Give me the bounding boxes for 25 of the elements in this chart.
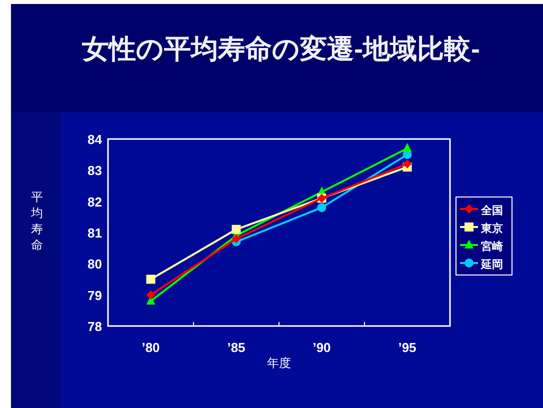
y-tick-label: 79 xyxy=(88,288,102,303)
point xyxy=(146,274,156,284)
point xyxy=(402,159,412,168)
x-tick-label: ’80 xyxy=(142,340,160,355)
y-tick-label: 78 xyxy=(88,319,102,334)
legend-label: 東京 xyxy=(480,222,503,235)
x-axis-title: 年度 xyxy=(267,356,291,370)
legend-label: 全国 xyxy=(480,204,503,217)
y-tick-label: 84 xyxy=(88,132,103,147)
point xyxy=(402,142,412,152)
legend-label: 宮崎 xyxy=(481,240,503,253)
x-tick-label: ’90 xyxy=(312,340,331,355)
point xyxy=(232,224,241,234)
y-tick-label: 83 xyxy=(88,163,102,178)
x-tick-label: ’85 xyxy=(227,340,246,355)
point xyxy=(317,203,326,212)
y-tick-label: 82 xyxy=(88,194,102,210)
point xyxy=(232,234,241,244)
point xyxy=(146,290,156,300)
x-tick-label: ’95 xyxy=(398,340,416,355)
title: 女性の平均寿命の変遷-地域比較- xyxy=(82,34,480,64)
ylabel: 平均寿命 xyxy=(31,190,43,252)
legend-label: 延岡 xyxy=(480,258,503,271)
y-tick-label: 80 xyxy=(88,256,102,272)
y-tick-label: 81 xyxy=(88,226,102,240)
